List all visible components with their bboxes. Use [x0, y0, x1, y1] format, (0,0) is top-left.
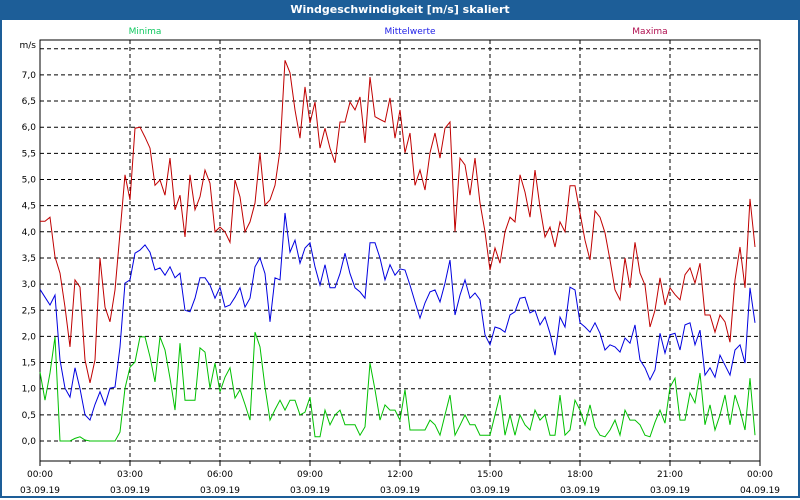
x-tick-date: 03.09.19	[470, 486, 510, 496]
x-tick-date: 03.09.19	[200, 486, 240, 496]
y-tick-label: 0,5	[22, 411, 36, 421]
legend-maxima: Maxima	[632, 27, 667, 37]
y-tick-label: 5,5	[22, 149, 36, 159]
x-tick-time: 06:00	[207, 470, 233, 480]
y-tick-label: 3,5	[22, 254, 36, 264]
x-tick-time: 00:00	[747, 470, 773, 480]
y-tick-label: 3,0	[22, 280, 37, 290]
x-tick-date: 03.09.19	[110, 486, 150, 496]
series-line-mittelwerte	[39, 212, 756, 422]
x-tick-time: 09:00	[297, 470, 323, 480]
y-tick-label: 1,0	[22, 385, 37, 395]
x-tick-time: 15:00	[477, 470, 503, 480]
y-tick-label: 2,5	[22, 306, 36, 316]
series-line-minima	[39, 332, 756, 442]
legend-minima: Minima	[129, 27, 162, 37]
y-axis-label: m/s	[20, 41, 37, 51]
y-tick-label: 2,0	[22, 332, 37, 342]
x-tick-date: 03.09.19	[380, 486, 420, 496]
x-tick-date: 04.09.19	[740, 486, 780, 496]
y-tick-label: 1,5	[22, 359, 36, 369]
x-tick-date: 03.09.19	[650, 486, 690, 496]
y-tick-label: 6,5	[22, 97, 36, 107]
y-tick-label: 6,0	[22, 123, 37, 133]
window-title: Windgeschwindigkeit [m/s] skaliert	[0, 0, 800, 20]
x-tick-time: 18:00	[567, 470, 593, 480]
x-tick-time: 12:00	[387, 470, 413, 480]
series-line-maxima	[40, 60, 756, 384]
y-tick-label: 4,0	[22, 228, 37, 238]
x-tick-date: 03.09.19	[560, 486, 600, 496]
x-tick-date: 03.09.19	[290, 486, 330, 496]
y-tick-label: 0,0	[22, 437, 37, 447]
y-tick-label: 7,0	[22, 71, 37, 81]
legend-mittelwerte: Mittelwerte	[384, 27, 435, 37]
x-tick-time: 00:00	[27, 470, 53, 480]
y-tick-label: 4,5	[22, 202, 36, 212]
x-tick-time: 21:00	[657, 470, 683, 480]
y-tick-label: 5,0	[22, 176, 37, 186]
x-tick-time: 03:00	[117, 470, 143, 480]
x-tick-date: 03.09.19	[20, 486, 60, 496]
